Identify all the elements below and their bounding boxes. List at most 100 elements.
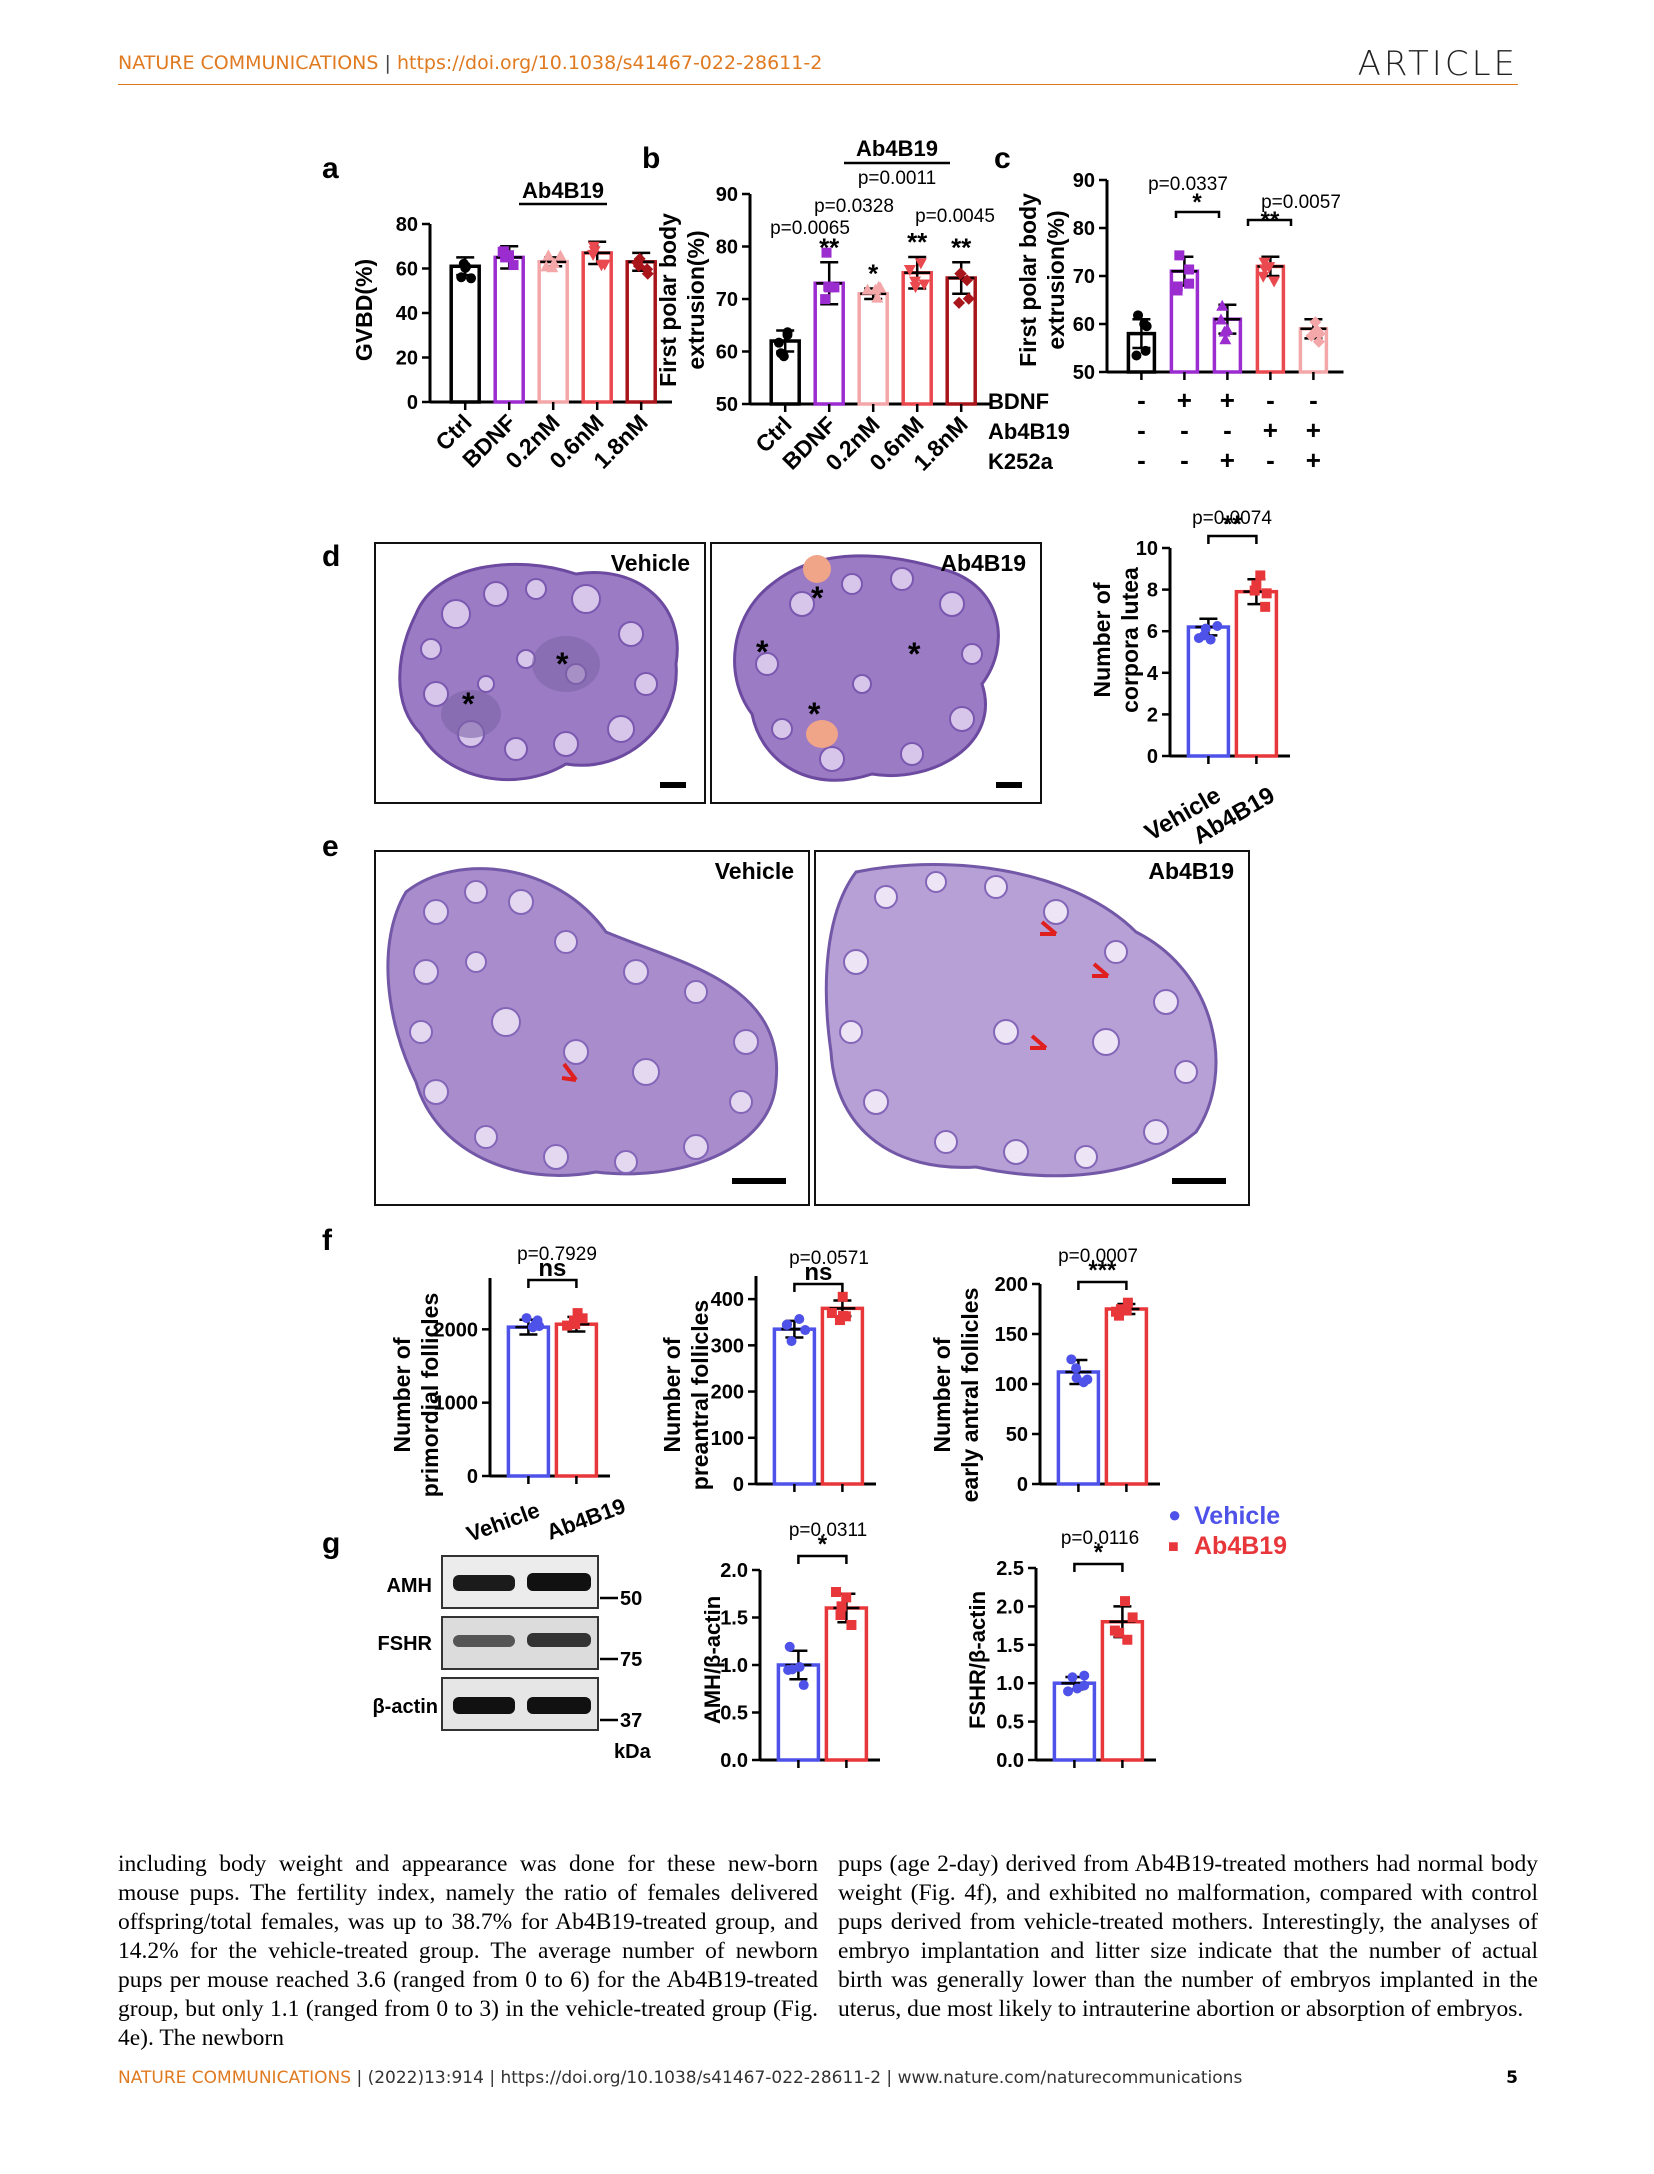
f2-ytick-label: 400: [711, 1289, 744, 1311]
a-ytick-label: 80: [396, 214, 418, 236]
corpus-luteum-marker-5: *: [908, 636, 921, 672]
c-data-point: [1140, 345, 1151, 356]
f2-data-point: [800, 1325, 811, 1336]
chart-c-sign: -: [1266, 445, 1275, 475]
a-data-point: [554, 249, 567, 261]
legend-vehicle-marker: ●: [1168, 1502, 1181, 1527]
header-journal: NATURE COMMUNICATIONS: [118, 52, 379, 74]
corpus-luteum-marker-4: *: [756, 634, 769, 670]
footer-citation: | (2022)13:914 | https://doi.org/10.1038…: [356, 2068, 1243, 2088]
b-sig-label: **: [951, 232, 972, 262]
chart-c-sign: +: [1220, 385, 1235, 415]
d-ytick-label: 8: [1147, 580, 1158, 602]
blot-amh-band-vehicle: [453, 1575, 515, 1591]
d-data-point: [1260, 601, 1271, 612]
panel-letter-b: b: [642, 142, 660, 175]
a-data-point: [641, 263, 654, 276]
chart-d-pvalue: p=0.0074: [1192, 508, 1272, 529]
chart-c-sign: -: [1266, 385, 1275, 415]
g2-ytick-label: 0.5: [996, 1712, 1024, 1734]
c-data-point: [1268, 276, 1281, 288]
c-ytick-label: 50: [1073, 362, 1095, 384]
corpus-luteum-marker-3: *: [811, 580, 824, 616]
f1-bar: [554, 1322, 599, 1478]
a-data-point: [456, 272, 467, 283]
chart-g1-pvalue: p=0.0311: [789, 1520, 867, 1541]
a-ytick-label: 20: [396, 348, 418, 370]
c-data-point: [1172, 285, 1183, 296]
g1-ytick-label: 1.0: [720, 1655, 748, 1677]
chart-c-bracket-2: [1246, 218, 1293, 226]
g1-ytick-label: 0.5: [720, 1703, 748, 1725]
chart-c-sign: -: [1137, 445, 1146, 475]
c-data-point: [1219, 333, 1232, 345]
marker-unit: kDa: [614, 1741, 652, 1763]
micrograph-d-ab4b19-label: Ab4B19: [940, 550, 1026, 576]
ovary-d-ab4b19-image: [733, 554, 1022, 788]
micrograph-d-vehicle-label: Vehicle: [610, 550, 690, 576]
g1-bar: [824, 1606, 869, 1762]
a-data-point: [508, 260, 519, 271]
f1-data-point: [572, 1308, 583, 1319]
c-ytick-label: 90: [1073, 170, 1095, 192]
page-header: NATURE COMMUNICATIONS | https://doi.org/…: [118, 44, 1518, 90]
c-data-point: [1174, 250, 1185, 261]
f3-data-point: [1121, 1305, 1132, 1316]
f2-ytick-label: 0: [733, 1474, 744, 1496]
a-data-point: [458, 258, 469, 269]
b-bar: [901, 271, 933, 406]
d-ytick-label: 0: [1147, 746, 1158, 768]
f3-data-point: [1071, 1372, 1082, 1383]
b-bar: [857, 292, 889, 406]
chart-c-sign: -: [1137, 415, 1146, 445]
b-data-point: [953, 296, 966, 309]
chart-b-pvalue-2: p=0.0328: [814, 196, 894, 217]
f3-ytick-label: 150: [995, 1324, 1028, 1346]
marker-37: 37: [620, 1710, 642, 1732]
chart-b-pvalue-3: p=0.0065: [770, 218, 850, 239]
b-data-point: [914, 258, 927, 270]
g2-ytick-label: 2.0: [996, 1596, 1024, 1618]
g1-sig-text: *: [818, 1531, 828, 1558]
f2-ytick-label: 300: [711, 1335, 744, 1357]
f3-ytick-label: 0: [1017, 1474, 1028, 1496]
footer-journal: NATURE COMMUNICATIONS: [118, 2068, 352, 2088]
f1-data-point: [521, 1313, 532, 1324]
a-data-point: [498, 246, 509, 257]
b-ytick-label: 60: [716, 342, 738, 364]
g2-data-point: [1127, 1612, 1138, 1623]
b-ytick-label: 90: [716, 184, 738, 206]
chart-g1-ylabel: AMH/β-actin: [700, 1596, 725, 1724]
blot-label-beta-actin: β-actin: [372, 1696, 438, 1718]
header-separator: |: [384, 52, 391, 74]
d-sig-text: **: [1223, 511, 1242, 538]
f3-sig-text: ***: [1088, 1257, 1117, 1284]
micrograph-e-vehicle-label: Vehicle: [714, 858, 794, 884]
b-data-point: [829, 282, 840, 293]
chart-c-sign: +: [1306, 445, 1321, 475]
g1-ytick-label: 2.0: [720, 1560, 748, 1582]
g1-data-point: [835, 1610, 846, 1621]
d-sig-bracket: [1207, 534, 1258, 544]
chart-c-row-ab4b19: Ab4B19: [988, 419, 1070, 444]
b-data-point: [903, 265, 916, 277]
chart-c-sign: +: [1306, 415, 1321, 445]
chart-f2-pvalue: p=0.0571: [789, 1248, 869, 1269]
c-data-point: [1216, 299, 1229, 311]
a-data-point: [588, 246, 601, 258]
f2-data-point: [782, 1319, 793, 1330]
f2-data-point: [840, 1311, 851, 1322]
header-doi-link[interactable]: https://doi.org/10.1038/s41467-022-28611…: [396, 52, 823, 74]
micrograph-e-ab4b19-label: Ab4B19: [1148, 858, 1234, 884]
c-ytick-label: 70: [1073, 266, 1095, 288]
a-data-point: [504, 250, 515, 261]
chart-d-ylabel-2: corpora lutea: [1117, 567, 1143, 713]
a-bar: [493, 255, 525, 404]
d-data-point: [1249, 585, 1260, 596]
g1-data-point: [831, 1586, 842, 1597]
legend-ab4b19-marker: ■: [1168, 1536, 1179, 1556]
b-sig-label: **: [907, 227, 928, 257]
f3-bar: [1056, 1370, 1101, 1486]
ovary-e-vehicle-image: [386, 867, 786, 1184]
chart-c-sign: -: [1180, 445, 1189, 475]
